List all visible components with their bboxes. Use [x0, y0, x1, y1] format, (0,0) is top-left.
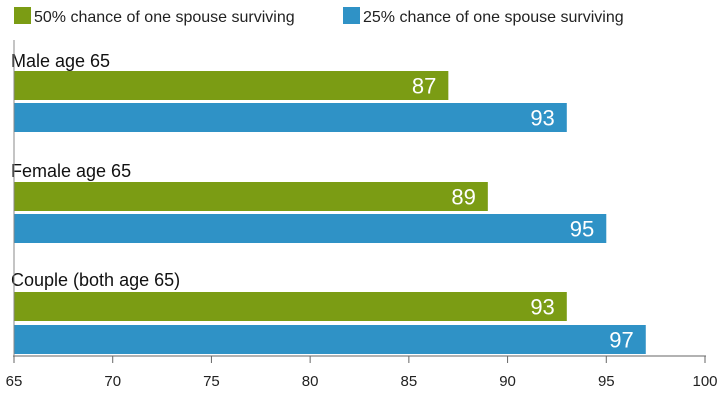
- x-tick-label: 70: [104, 373, 121, 390]
- bar-value-label: 87: [412, 74, 436, 99]
- bar-value-label: 93: [530, 295, 554, 320]
- bar: [14, 103, 567, 132]
- bar: [14, 71, 449, 100]
- bar: [14, 325, 646, 354]
- x-tick-label: 65: [6, 373, 23, 390]
- plot-area: Male age 65 87 93 Female age 65 89 95 Couple (…: [11, 51, 646, 354]
- legend-label-1: 50% chance of one spouse surviving: [34, 9, 295, 26]
- legend-swatch-1: [14, 7, 31, 24]
- category-label: Couple (both age 65): [11, 270, 180, 290]
- legend: 50% chance of one spouse surviving 25% ch…: [14, 7, 624, 26]
- bar-value-label: 95: [570, 217, 594, 242]
- x-tick-label: 85: [401, 373, 418, 390]
- category-label: Female age 65: [11, 161, 131, 181]
- bar-value-label: 89: [451, 185, 475, 210]
- bar-value-label: 97: [609, 328, 633, 353]
- x-axis: 65 70 75 80 85 90 95 100: [6, 40, 718, 390]
- legend-label-2: 25% chance of one spouse surviving: [363, 9, 624, 26]
- x-tick-label: 100: [692, 373, 717, 390]
- category-label: Male age 65: [11, 51, 110, 71]
- x-tick-label: 80: [302, 373, 319, 390]
- bar: [14, 292, 567, 321]
- bar-value-label: 93: [530, 106, 554, 131]
- bar: [14, 182, 488, 211]
- bar: [14, 214, 607, 243]
- legend-swatch-2: [343, 7, 360, 24]
- x-tick-label: 90: [499, 373, 516, 390]
- x-tick-label: 75: [203, 373, 220, 390]
- x-tick-label: 95: [598, 373, 615, 390]
